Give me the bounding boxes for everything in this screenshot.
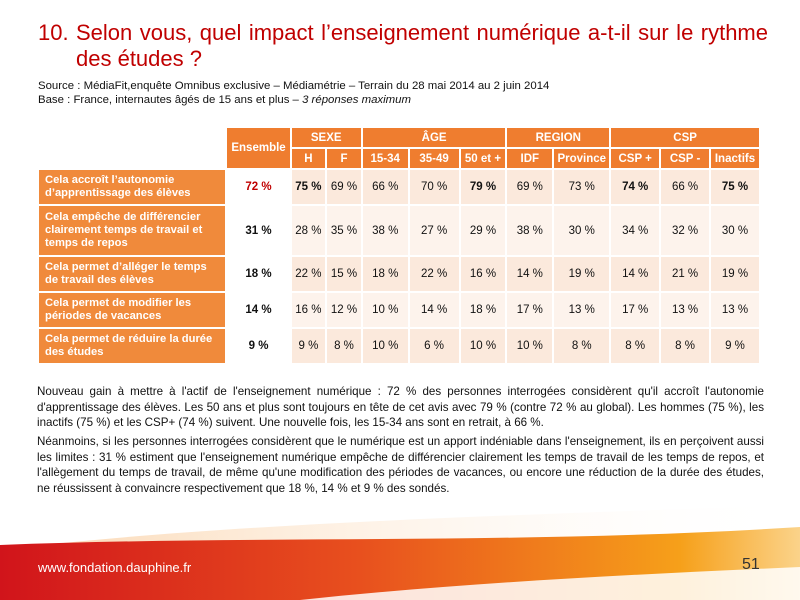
cell: 8 % — [554, 329, 610, 363]
subheader-idf: IDF — [507, 149, 553, 168]
cell: 19 % — [554, 257, 610, 291]
subheader-35-49: 35-49 — [409, 149, 459, 168]
cell-ensemble: 72 % — [227, 170, 290, 204]
cell: 10 % — [362, 329, 408, 363]
cell: 8 % — [661, 329, 709, 363]
cell: 35 % — [327, 206, 361, 255]
subheader-inactifs: Inactifs — [710, 149, 759, 168]
subheader-province: Province — [554, 149, 610, 168]
header-group-csp: CSP — [611, 128, 759, 147]
question-number: 10. — [38, 20, 69, 45]
row-label: Cela accroît l’autonomie d’apprentissage… — [39, 170, 226, 204]
cell: 13 % — [554, 293, 610, 327]
cell: 38 % — [507, 206, 553, 255]
cell: 9 % — [291, 329, 326, 363]
cell: 14 % — [611, 257, 660, 291]
footer-swoosh — [0, 505, 800, 600]
cell: 75 % — [710, 170, 759, 204]
header-group-sexe: SEXE — [291, 128, 361, 147]
cell: 8 % — [327, 329, 361, 363]
cell: 30 % — [554, 206, 610, 255]
cell: 13 % — [710, 293, 759, 327]
row-label: Cela permet d’alléger le temps de travai… — [39, 257, 226, 291]
cell: 10 % — [507, 329, 553, 363]
cell: 22 % — [409, 257, 459, 291]
table-corner — [39, 128, 225, 168]
cell: 10 % — [460, 329, 506, 363]
cell: 30 % — [710, 206, 759, 255]
cell: 12 % — [327, 293, 361, 327]
cell-ensemble: 18 % — [227, 257, 290, 291]
cell: 22 % — [291, 257, 326, 291]
cell-ensemble: 14 % — [227, 293, 290, 327]
table-row: Cela empêche de différencier clairement … — [39, 206, 759, 255]
source-block: Source : MédiaFit,enquête Omnibus exclus… — [38, 79, 778, 107]
subheader-f: F — [327, 149, 361, 168]
cell: 79 % — [460, 170, 506, 204]
subheader-15-34: 15-34 — [362, 149, 408, 168]
cell: 66 % — [362, 170, 408, 204]
header-ensemble: Ensemble — [227, 128, 290, 168]
cell: 16 % — [291, 293, 326, 327]
cell: 13 % — [661, 293, 709, 327]
header-group-region: REGION — [507, 128, 610, 147]
table-row: Cela permet de réduire la durée des étud… — [39, 329, 759, 363]
cell: 18 % — [460, 293, 506, 327]
cell: 34 % — [611, 206, 660, 255]
cell: 28 % — [291, 206, 326, 255]
row-label: Cela permet de réduire la durée des étud… — [39, 329, 226, 363]
cell: 75 % — [291, 170, 326, 204]
cell: 69 % — [507, 170, 553, 204]
table-row: Cela permet de modifier les périodes de … — [39, 293, 759, 327]
cell: 38 % — [362, 206, 408, 255]
question-text: Selon vous, quel impact l’enseignement n… — [76, 20, 768, 71]
cell: 27 % — [409, 206, 459, 255]
cell: 17 % — [611, 293, 660, 327]
subheader-csp-minus: CSP - — [661, 149, 709, 168]
subheader-50-plus: 50 et + — [460, 149, 506, 168]
cell: 74 % — [611, 170, 660, 204]
table-row: Cela permet d’alléger le temps de travai… — [39, 257, 759, 291]
cell-ensemble: 31 % — [227, 206, 290, 255]
cell: 8 % — [611, 329, 660, 363]
cell: 9 % — [710, 329, 759, 363]
page-number: 51 — [742, 556, 760, 573]
source-line: Source : MédiaFit,enquête Omnibus exclus… — [38, 80, 550, 92]
row-label: Cela permet de modifier les périodes de … — [39, 293, 226, 327]
cell: 19 % — [710, 257, 759, 291]
subheader-h: H — [291, 149, 326, 168]
cell: 15 % — [327, 257, 361, 291]
cell: 16 % — [460, 257, 506, 291]
cell: 10 % — [362, 293, 408, 327]
slide-title: 10. Selon vous, quel impact l’enseigneme… — [38, 20, 768, 72]
cell: 6 % — [409, 329, 459, 363]
footer-url[interactable]: www.fondation.dauphine.fr — [38, 560, 192, 575]
results-table: Ensemble SEXE ÂGE REGION CSP H F 15-34 3… — [37, 126, 761, 365]
table-row: Cela accroît l’autonomie d’apprentissage… — [39, 170, 759, 204]
cell: 17 % — [507, 293, 553, 327]
cell: 14 % — [507, 257, 553, 291]
commentary-paragraph-1: Nouveau gain à mettre à l'actif de l'ens… — [37, 385, 764, 430]
cell-ensemble: 9 % — [227, 329, 290, 363]
header-group-age: ÂGE — [362, 128, 506, 147]
cell: 29 % — [460, 206, 506, 255]
cell: 73 % — [554, 170, 610, 204]
cell: 14 % — [409, 293, 459, 327]
row-label: Cela empêche de différencier clairement … — [39, 206, 226, 255]
base-line: Base : France, internautes âgés de 15 an… — [38, 93, 778, 107]
cell: 21 % — [661, 257, 709, 291]
cell: 18 % — [362, 257, 408, 291]
cell: 69 % — [327, 170, 361, 204]
base-text: Base : France, internautes âgés de 15 an… — [38, 94, 303, 106]
cell: 70 % — [409, 170, 459, 204]
commentary-paragraph-2: Néanmoins, si les personnes interrogées … — [37, 435, 764, 495]
cell: 32 % — [661, 206, 709, 255]
cell: 66 % — [661, 170, 709, 204]
subheader-csp-plus: CSP + — [611, 149, 660, 168]
base-note: 3 réponses maximum — [302, 94, 411, 106]
